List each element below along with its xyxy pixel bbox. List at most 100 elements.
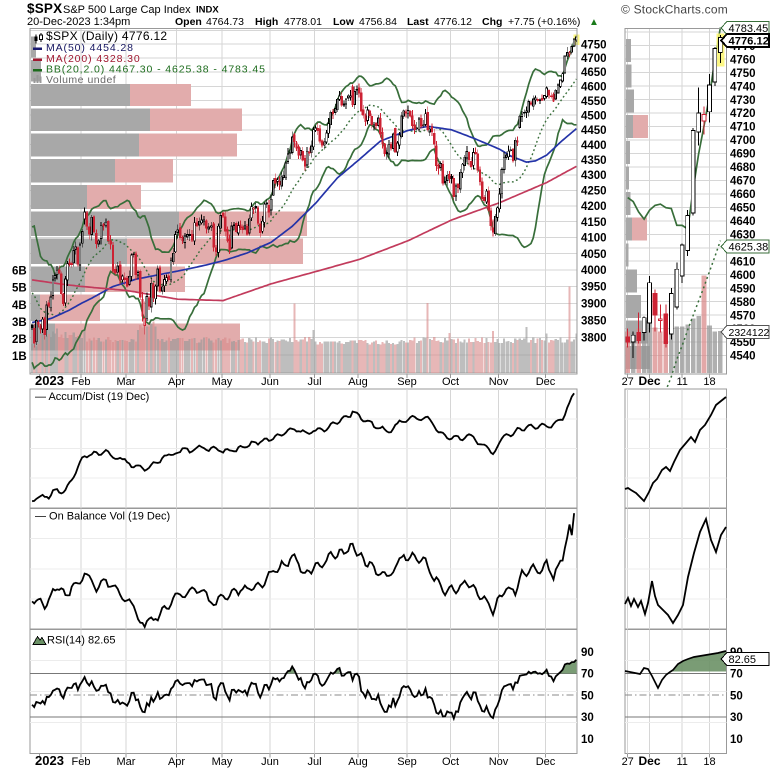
svg-text:50: 50 bbox=[581, 690, 594, 702]
svg-text:Oct: Oct bbox=[442, 756, 459, 768]
svg-text:4760: 4760 bbox=[730, 54, 756, 66]
svg-text:Last: Last bbox=[407, 16, 429, 28]
svg-text:4100: 4100 bbox=[581, 233, 607, 245]
svg-text:4756.84: 4756.84 bbox=[359, 16, 397, 28]
svg-text:▲: ▲ bbox=[589, 17, 599, 28]
svg-text:S&P 500 Large Cap Index: S&P 500 Large Cap Index bbox=[63, 4, 191, 16]
svg-text:High: High bbox=[255, 16, 278, 28]
svg-text:3950: 3950 bbox=[581, 282, 607, 294]
svg-text:Open: Open bbox=[175, 16, 202, 28]
svg-text:50: 50 bbox=[730, 690, 743, 702]
svg-text:Feb: Feb bbox=[72, 376, 91, 388]
svg-text:© StockCharts.com: © StockCharts.com bbox=[621, 3, 728, 17]
svg-text:4600: 4600 bbox=[730, 270, 756, 282]
svg-text:3B: 3B bbox=[12, 317, 27, 329]
svg-text:4750: 4750 bbox=[730, 68, 756, 80]
svg-text:20-Dec-2023 1:34pm: 20-Dec-2023 1:34pm bbox=[27, 16, 130, 28]
svg-text:2324122: 2324122 bbox=[729, 327, 770, 339]
svg-text:18: 18 bbox=[703, 756, 715, 768]
svg-text:4750: 4750 bbox=[581, 39, 607, 51]
svg-text:Mar: Mar bbox=[117, 376, 136, 388]
svg-text:4650: 4650 bbox=[730, 203, 756, 215]
svg-text:2B: 2B bbox=[12, 334, 27, 346]
svg-text:4550: 4550 bbox=[581, 96, 607, 108]
svg-text:MA(200) 4328.30: MA(200) 4328.30 bbox=[46, 53, 141, 65]
svg-text:4B: 4B bbox=[12, 300, 27, 312]
svg-text:11: 11 bbox=[676, 376, 687, 388]
svg-text:+7.75 (+0.16%): +7.75 (+0.16%) bbox=[508, 16, 580, 28]
svg-text:3850: 3850 bbox=[581, 315, 607, 327]
svg-text:4250: 4250 bbox=[581, 186, 607, 198]
svg-text:4610: 4610 bbox=[730, 256, 756, 268]
svg-text:27: 27 bbox=[622, 756, 634, 768]
svg-text:4570: 4570 bbox=[730, 310, 756, 322]
svg-text:4050: 4050 bbox=[581, 249, 607, 261]
svg-text:4600: 4600 bbox=[581, 82, 607, 94]
svg-text:Chg: Chg bbox=[482, 16, 502, 28]
svg-text:4776.12: 4776.12 bbox=[729, 36, 769, 48]
svg-text:4350: 4350 bbox=[581, 155, 607, 167]
svg-text:Dec: Dec bbox=[536, 756, 556, 768]
svg-text:4200: 4200 bbox=[581, 201, 607, 213]
svg-text:Sep: Sep bbox=[397, 376, 417, 388]
svg-text:6B: 6B bbox=[12, 266, 27, 278]
svg-text:Sep: Sep bbox=[397, 756, 417, 768]
svg-text:Feb: Feb bbox=[72, 756, 91, 768]
svg-text:4550: 4550 bbox=[730, 337, 756, 349]
svg-text:BB(20,2.0) 4467.30 - 4625.38 -: BB(20,2.0) 4467.30 - 4625.38 - 4783.45 bbox=[46, 64, 266, 76]
svg-text:2023: 2023 bbox=[35, 373, 64, 388]
svg-text:5B: 5B bbox=[12, 283, 27, 295]
svg-text:70: 70 bbox=[730, 669, 743, 681]
svg-text:Low: Low bbox=[333, 16, 355, 28]
svg-text:Nov: Nov bbox=[489, 376, 509, 388]
svg-text:4680: 4680 bbox=[730, 162, 756, 174]
svg-text:May: May bbox=[212, 376, 233, 388]
svg-text:4730: 4730 bbox=[730, 95, 756, 107]
svg-text:May: May bbox=[212, 756, 233, 768]
svg-text:11: 11 bbox=[676, 756, 687, 768]
svg-text:Oct: Oct bbox=[442, 376, 459, 388]
svg-text:30: 30 bbox=[730, 712, 743, 724]
svg-text:4580: 4580 bbox=[730, 297, 756, 309]
svg-text:Dec: Dec bbox=[638, 374, 660, 388]
svg-text:70: 70 bbox=[581, 669, 594, 681]
svg-text:Dec: Dec bbox=[536, 376, 556, 388]
svg-text:4650: 4650 bbox=[581, 67, 607, 79]
svg-text:4300: 4300 bbox=[581, 170, 607, 182]
svg-text:Aug: Aug bbox=[348, 756, 368, 768]
svg-text:3800: 3800 bbox=[581, 333, 607, 345]
svg-text:4764.73: 4764.73 bbox=[206, 16, 244, 28]
svg-text:1B: 1B bbox=[12, 351, 27, 363]
svg-text:2023: 2023 bbox=[35, 753, 64, 768]
svg-text:Mar: Mar bbox=[117, 756, 136, 768]
svg-text:4720: 4720 bbox=[730, 108, 756, 120]
svg-text:82.65: 82.65 bbox=[729, 654, 757, 666]
svg-text:4150: 4150 bbox=[581, 217, 607, 229]
svg-text:Jun: Jun bbox=[261, 756, 279, 768]
svg-text:10: 10 bbox=[581, 734, 594, 746]
svg-text:4000: 4000 bbox=[581, 265, 607, 277]
svg-text:— On Balance Vol (19 Dec): — On Balance Vol (19 Dec) bbox=[35, 511, 170, 523]
svg-text:4625.38: 4625.38 bbox=[729, 242, 769, 254]
svg-text:4700: 4700 bbox=[581, 53, 607, 65]
svg-text:Aug: Aug bbox=[348, 376, 368, 388]
svg-text:4640: 4640 bbox=[730, 216, 756, 228]
svg-text:4630: 4630 bbox=[730, 230, 756, 242]
svg-text:INDX: INDX bbox=[196, 5, 219, 16]
svg-text:27: 27 bbox=[622, 376, 634, 388]
svg-text:4670: 4670 bbox=[730, 176, 756, 188]
svg-text:Dec: Dec bbox=[638, 754, 660, 768]
svg-text:4450: 4450 bbox=[581, 125, 607, 137]
svg-text:Jul: Jul bbox=[307, 756, 321, 768]
svg-text:$SPX: $SPX bbox=[27, 1, 62, 16]
svg-text:Nov: Nov bbox=[489, 756, 509, 768]
svg-text:Jul: Jul bbox=[307, 376, 321, 388]
svg-text:Apr: Apr bbox=[168, 756, 185, 768]
svg-text:4500: 4500 bbox=[581, 110, 607, 122]
svg-text:— Accum/Dist (19 Dec): — Accum/Dist (19 Dec) bbox=[35, 391, 149, 403]
svg-text:4540: 4540 bbox=[730, 351, 756, 363]
svg-text:RSI(14) 82.65: RSI(14) 82.65 bbox=[47, 635, 115, 647]
svg-text:4778.01: 4778.01 bbox=[284, 16, 322, 28]
svg-text:4700: 4700 bbox=[730, 135, 756, 147]
svg-text:Volume undef: Volume undef bbox=[46, 74, 116, 86]
